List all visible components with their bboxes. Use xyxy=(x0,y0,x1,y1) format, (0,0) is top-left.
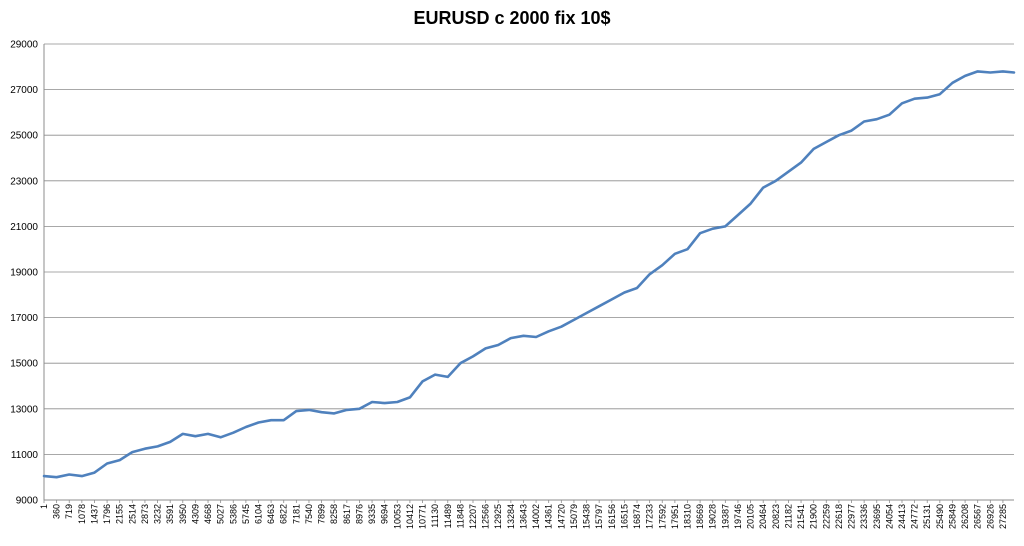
x-tick-label: 12207 xyxy=(468,504,478,529)
x-tick-label: 21541 xyxy=(796,504,806,529)
x-tick-label: 5745 xyxy=(241,504,251,524)
x-tick-label: 8976 xyxy=(354,504,364,524)
x-tick-label: 20464 xyxy=(758,504,768,529)
x-tick-label: 24413 xyxy=(897,504,907,529)
x-tick-label: 7540 xyxy=(304,504,314,524)
x-tick-label: 6463 xyxy=(266,504,276,524)
y-tick-label: 17000 xyxy=(10,313,38,324)
y-tick-label: 23000 xyxy=(10,176,38,187)
x-tick-label: 27285 xyxy=(998,504,1008,529)
x-tick-label: 1796 xyxy=(102,504,112,524)
x-tick-label: 3232 xyxy=(153,504,163,524)
x-tick-label: 10412 xyxy=(405,504,415,529)
x-tick-label: 24054 xyxy=(884,504,894,529)
x-tick-label: 9694 xyxy=(380,504,390,524)
y-tick-label: 25000 xyxy=(10,131,38,142)
series-layer xyxy=(42,70,1016,479)
x-tick-label: 23336 xyxy=(859,504,869,529)
series-line xyxy=(42,70,1016,479)
x-tick-label: 24772 xyxy=(910,504,920,529)
x-tick-label: 10053 xyxy=(392,504,402,529)
x-tick-label: 14002 xyxy=(531,504,541,529)
x-tick-label: 22618 xyxy=(834,504,844,529)
y-tick-label: 27000 xyxy=(10,85,38,96)
x-tick-label: 5027 xyxy=(216,504,226,524)
x-tick-label: 11130 xyxy=(430,504,440,528)
x-tick-label: 17592 xyxy=(657,504,667,529)
y-tick-label: 19000 xyxy=(10,268,38,279)
x-tick-label: 25131 xyxy=(922,504,932,529)
x-tick-label: 4309 xyxy=(190,504,200,524)
y-tick-label: 29000 xyxy=(10,40,38,51)
x-tick-label: 14720 xyxy=(556,504,566,529)
x-tick-labels: 1 360 719 1078 1437 1796 2155 2514 2873 3232 3591 3… xyxy=(39,504,1008,529)
x-tick-label: 17951 xyxy=(670,504,680,529)
x-tick-label: 25849 xyxy=(947,504,957,529)
x-tick-label: 16874 xyxy=(632,504,642,529)
x-tick-label: 14361 xyxy=(544,504,554,529)
x-tick-label: 18310 xyxy=(682,504,692,529)
x-tick-label: 22259 xyxy=(821,504,831,529)
x-tick-label: 360 xyxy=(52,504,62,519)
x-tick-label: 2514 xyxy=(127,504,137,524)
x-tick-label: 2873 xyxy=(140,504,150,524)
x-tick-label: 3591 xyxy=(165,504,175,524)
y-tick-labels: 9000 11000 13000 15000 17000 19000 21000 23000 2… xyxy=(10,40,38,507)
x-tick-label: 5386 xyxy=(228,504,238,524)
x-tick-label: 12566 xyxy=(481,504,491,529)
y-tick-label: 21000 xyxy=(10,222,38,233)
x-tick-label: 15438 xyxy=(582,504,592,529)
x-tick-label: 17233 xyxy=(645,504,655,529)
x-tick-label: 11489 xyxy=(443,504,453,528)
x-tick-label: 16515 xyxy=(619,504,629,529)
x-tick-label: 13643 xyxy=(518,504,528,529)
x-tick-label: 8617 xyxy=(342,504,352,524)
x-tick-label: 19746 xyxy=(733,504,743,529)
y-tick-label: 11000 xyxy=(11,450,39,461)
x-tick-label: 18669 xyxy=(695,504,705,529)
x-tick-label: 20105 xyxy=(746,504,756,529)
x-tick-label: 21900 xyxy=(809,504,819,529)
axes xyxy=(43,44,1014,503)
x-tick-label: 19387 xyxy=(720,504,730,529)
x-tick-label: 25490 xyxy=(935,504,945,529)
x-tick-label: 11848 xyxy=(455,504,465,528)
x-tick-label: 1 xyxy=(39,504,49,509)
y-tick-label: 9000 xyxy=(16,496,39,507)
x-tick-label: 7899 xyxy=(317,504,327,524)
x-tick-label: 13284 xyxy=(506,504,516,529)
x-tick-label: 19028 xyxy=(708,504,718,529)
x-tick-label: 26567 xyxy=(973,504,983,529)
x-tick-label: 7181 xyxy=(291,504,301,524)
gridlines xyxy=(44,43,1014,501)
x-tick-label: 1078 xyxy=(77,504,87,524)
x-tick-label: 26208 xyxy=(960,504,970,529)
x-tick-label: 16156 xyxy=(607,504,617,529)
x-tick-label: 15797 xyxy=(594,504,604,529)
x-tick-label: 719 xyxy=(64,504,74,519)
chart-title: EURUSD c 2000 fix 10$ xyxy=(413,8,611,28)
x-tick-label: 6104 xyxy=(253,504,263,524)
x-tick-label: 12925 xyxy=(493,504,503,529)
x-tick-label: 3950 xyxy=(178,504,188,524)
x-tick-label: 2155 xyxy=(115,504,125,524)
x-tick-label: 23695 xyxy=(872,504,882,529)
y-tick-label: 13000 xyxy=(10,404,38,415)
x-tick-label: 21182 xyxy=(783,504,793,528)
x-tick-label: 26926 xyxy=(985,504,995,529)
x-tick-label: 15079 xyxy=(569,504,579,529)
x-tick-label: 4668 xyxy=(203,504,213,524)
y-tick-label: 15000 xyxy=(10,359,38,370)
x-tick-label: 9335 xyxy=(367,504,377,524)
x-tick-label: 10771 xyxy=(418,504,428,529)
x-tick-label: 20823 xyxy=(771,504,781,529)
x-tick-label: 6822 xyxy=(279,504,289,524)
x-tick-label: 22977 xyxy=(847,504,857,529)
x-tick-label: 8258 xyxy=(329,504,339,524)
x-tick-label: 1437 xyxy=(89,504,99,524)
